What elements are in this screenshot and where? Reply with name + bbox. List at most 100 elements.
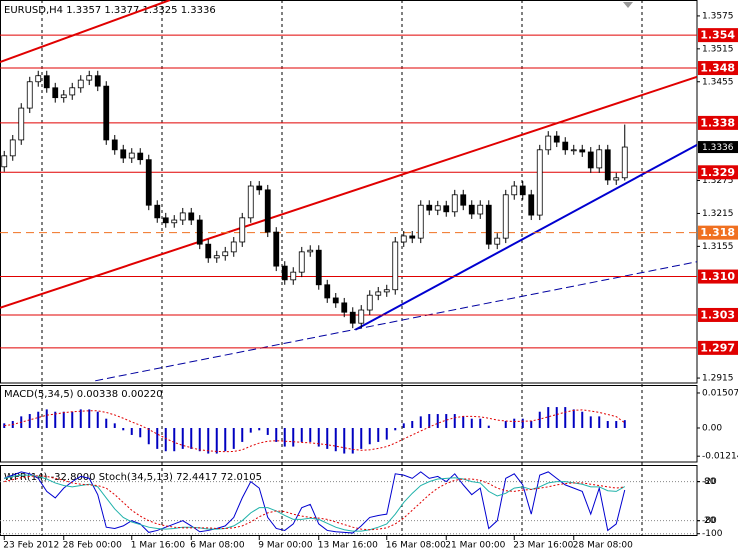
x-tick-label: 28 Feb 00:00	[63, 541, 122, 551]
candle-body	[460, 194, 467, 206]
current-price-box	[698, 141, 738, 154]
candle-body	[35, 75, 42, 83]
y-tick-label: 0.01507	[702, 388, 738, 398]
candle-body	[69, 87, 76, 96]
candle-body	[179, 212, 186, 221]
candle-body	[94, 75, 101, 87]
candle-body	[392, 241, 399, 291]
candle-body	[358, 309, 365, 324]
candle-body	[375, 291, 382, 296]
candle-body	[222, 251, 229, 257]
y-tick-label: 1.3455	[702, 77, 734, 87]
macd-plot	[3, 407, 626, 454]
candle-body	[111, 139, 118, 151]
candle-body	[366, 294, 373, 311]
y-tick-label: 1.2915	[702, 374, 734, 384]
candle-body	[511, 185, 518, 196]
candle-body	[468, 204, 475, 215]
level-label-box	[698, 28, 738, 43]
plot-area	[0, 0, 697, 382]
scroll-marker	[623, 2, 633, 8]
candle-body	[349, 311, 356, 324]
candle-body	[154, 204, 161, 219]
candle-body	[451, 194, 458, 213]
candle-body	[341, 302, 348, 313]
level-label: 1.338	[700, 116, 735, 129]
candle-body	[536, 149, 543, 216]
candle-body	[383, 289, 390, 293]
level-label-box	[698, 61, 738, 76]
candle-body	[519, 185, 526, 196]
candle-body	[230, 241, 237, 253]
level-label: 1.318	[700, 226, 735, 239]
candle-body	[587, 151, 594, 169]
trend-line	[0, 0, 171, 63]
level-label: 1.310	[700, 270, 735, 283]
candle-body	[400, 235, 407, 243]
y-tick-label: -100	[702, 529, 723, 539]
level-label-box	[698, 340, 738, 355]
macd-title: MACD(5,34,5) 0.00338 0.00220	[4, 389, 163, 400]
trend-line	[354, 143, 697, 331]
level-label-box	[698, 269, 738, 284]
y-tick-label: 1.3275	[702, 176, 734, 186]
x-tick-label: 23 Mar 16:00	[513, 541, 573, 551]
candle-body	[196, 219, 203, 245]
candle-body	[9, 139, 16, 157]
y-tick-label: 0.00	[702, 423, 722, 433]
x-tick-label: 23 Feb 2012	[3, 541, 59, 551]
candle-body	[324, 284, 331, 299]
candle-body	[315, 249, 322, 286]
y-tick-label: 1.3515	[702, 44, 734, 54]
candle-body	[145, 159, 152, 206]
candle-body	[137, 152, 144, 161]
candle-body	[332, 297, 339, 304]
candle-body	[213, 255, 220, 259]
candle-body	[426, 204, 433, 211]
candle-body	[18, 107, 25, 141]
candle-body	[477, 204, 484, 215]
candle-body	[553, 135, 560, 143]
macd-panel-frame	[0, 385, 698, 463]
y-tick-label: -20	[702, 477, 717, 487]
candle-body	[621, 146, 628, 179]
y-tick-label: -0.01214	[702, 452, 738, 462]
candle-body	[171, 219, 178, 224]
candle-body	[298, 251, 305, 273]
oscillator-plot	[0, 471, 697, 535]
oscillator-title: WPR(14) -32.8000 Stoch(34,5,13) 72.4417 …	[4, 472, 262, 483]
trend-line	[0, 75, 697, 309]
level-label-box	[698, 307, 738, 322]
level-label-box	[698, 165, 738, 180]
candle-body	[26, 81, 33, 109]
candle-body	[86, 75, 93, 81]
candle-body	[77, 79, 84, 89]
candle-body	[103, 85, 110, 141]
y-tick-label: -80	[702, 516, 717, 526]
main-title: EURUSD,H4 1.3357 1.3377 1.3325 1.3336	[4, 5, 216, 16]
level-label: 1.348	[700, 62, 735, 75]
candle-body	[52, 87, 59, 99]
candle-body	[613, 177, 620, 181]
candle-body	[409, 235, 416, 239]
trend-line	[95, 261, 697, 382]
candle-body	[596, 149, 603, 169]
y-tick-label: 1.3155	[702, 242, 734, 252]
x-tick-label: 13 Mar 16:00	[318, 541, 378, 551]
candle-body	[264, 189, 271, 233]
candle-body	[604, 149, 611, 181]
candle-body	[256, 185, 263, 191]
candle-body	[434, 205, 441, 211]
oscillator-line	[4, 475, 625, 531]
candle-body	[502, 194, 509, 239]
candle-body	[485, 204, 492, 245]
candle-body	[239, 217, 246, 243]
level-label-box	[698, 225, 738, 240]
vertical-grid	[41, 0, 643, 535]
macd-signal-line	[4, 409, 626, 453]
x-tick-label: 6 Mar 08:00	[190, 541, 245, 551]
oscillator-panel-frame	[0, 465, 698, 536]
candle-body	[494, 237, 501, 245]
